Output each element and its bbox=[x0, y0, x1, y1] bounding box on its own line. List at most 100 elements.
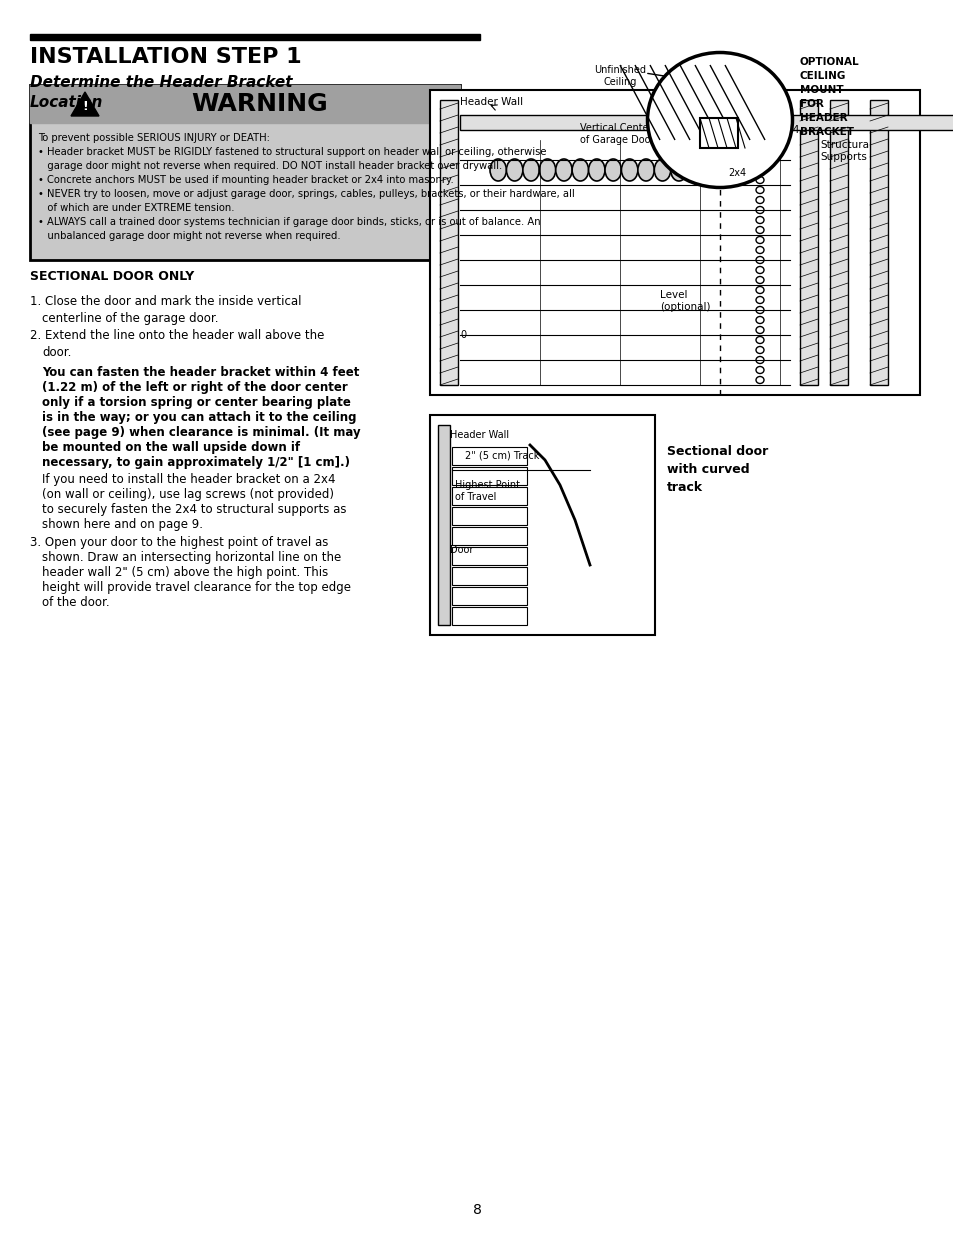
Text: Sectional door
with curved
track: Sectional door with curved track bbox=[666, 445, 767, 494]
Bar bbox=[869, 100, 887, 385]
Text: INSTALLATION STEP 1: INSTALLATION STEP 1 bbox=[30, 47, 301, 67]
Text: of the door.: of the door. bbox=[42, 597, 110, 609]
Ellipse shape bbox=[755, 236, 763, 243]
Text: only if a torsion spring or center bearing plate: only if a torsion spring or center beari… bbox=[42, 396, 351, 409]
Text: 2. Extend the line onto the header wall above the: 2. Extend the line onto the header wall … bbox=[30, 329, 324, 342]
Bar bbox=[30, 35, 479, 40]
Ellipse shape bbox=[755, 347, 763, 353]
Text: • NEVER try to loosen, move or adjust garage door, springs, cables, pulleys, bra: • NEVER try to loosen, move or adjust ga… bbox=[38, 189, 574, 199]
Text: shown here and on page 9.: shown here and on page 9. bbox=[42, 517, 203, 531]
Bar bbox=[700, 119, 738, 148]
Polygon shape bbox=[71, 91, 99, 116]
Ellipse shape bbox=[755, 147, 763, 153]
Text: WARNING: WARNING bbox=[192, 91, 328, 116]
Bar bbox=[452, 527, 526, 545]
Text: necessary, to gain approximately 1/2" [1 cm].): necessary, to gain approximately 1/2" [1… bbox=[42, 456, 350, 469]
Bar bbox=[439, 100, 457, 385]
Text: 2x4: 2x4 bbox=[780, 125, 799, 135]
Ellipse shape bbox=[755, 336, 763, 343]
Ellipse shape bbox=[755, 267, 763, 273]
Text: To prevent possible SERIOUS INJURY or DEATH:: To prevent possible SERIOUS INJURY or DE… bbox=[38, 133, 270, 143]
Text: be mounted on the wall upside down if: be mounted on the wall upside down if bbox=[42, 441, 300, 454]
Ellipse shape bbox=[755, 226, 763, 233]
Ellipse shape bbox=[755, 167, 763, 173]
Bar bbox=[452, 487, 526, 505]
Text: (1.22 m) of the left or right of the door center: (1.22 m) of the left or right of the doo… bbox=[42, 382, 348, 394]
Text: You can fasten the header bracket within 4 feet: You can fasten the header bracket within… bbox=[42, 366, 359, 379]
Ellipse shape bbox=[506, 159, 522, 182]
Bar bbox=[459, 115, 953, 130]
Bar bbox=[800, 100, 817, 385]
Bar bbox=[452, 606, 526, 625]
Bar bbox=[829, 100, 847, 385]
Text: door.: door. bbox=[42, 346, 71, 359]
Ellipse shape bbox=[572, 159, 588, 182]
Text: unbalanced garage door might not reverse when required.: unbalanced garage door might not reverse… bbox=[38, 231, 340, 241]
Bar bbox=[452, 587, 526, 605]
Ellipse shape bbox=[686, 159, 702, 182]
Text: 2x4: 2x4 bbox=[727, 168, 745, 178]
Text: Header Wall: Header Wall bbox=[459, 98, 522, 107]
Text: is in the way; or you can attach it to the ceiling: is in the way; or you can attach it to t… bbox=[42, 411, 356, 424]
Text: centerline of the garage door.: centerline of the garage door. bbox=[42, 312, 218, 325]
Ellipse shape bbox=[522, 159, 538, 182]
Bar bbox=[30, 85, 459, 124]
Ellipse shape bbox=[755, 177, 763, 184]
Ellipse shape bbox=[755, 186, 763, 194]
Text: (on wall or ceiling), use lag screws (not provided): (on wall or ceiling), use lag screws (no… bbox=[42, 488, 334, 501]
Ellipse shape bbox=[654, 159, 670, 182]
Bar bbox=[430, 415, 655, 635]
Text: (see page 9) when clearance is minimal. (It may: (see page 9) when clearance is minimal. … bbox=[42, 426, 360, 438]
Text: Determine the Header Bracket
Location: Determine the Header Bracket Location bbox=[30, 75, 293, 110]
Ellipse shape bbox=[638, 159, 654, 182]
Text: garage door might not reverse when required. DO NOT install header bracket over : garage door might not reverse when requi… bbox=[38, 161, 501, 170]
Ellipse shape bbox=[620, 159, 638, 182]
Ellipse shape bbox=[755, 157, 763, 163]
FancyBboxPatch shape bbox=[30, 85, 459, 261]
Bar bbox=[430, 90, 919, 395]
Text: 3. Open your door to the highest point of travel as: 3. Open your door to the highest point o… bbox=[30, 536, 328, 550]
Text: header wall 2" (5 cm) above the high point. This: header wall 2" (5 cm) above the high poi… bbox=[42, 566, 328, 579]
Text: Unfinished
Ceiling: Unfinished Ceiling bbox=[594, 65, 645, 86]
Ellipse shape bbox=[538, 159, 556, 182]
Text: height will provide travel clearance for the top edge: height will provide travel clearance for… bbox=[42, 580, 351, 594]
Text: 0: 0 bbox=[459, 330, 466, 340]
Ellipse shape bbox=[604, 159, 620, 182]
Text: 1. Close the door and mark the inside vertical: 1. Close the door and mark the inside ve… bbox=[30, 295, 301, 308]
Ellipse shape bbox=[755, 326, 763, 333]
Ellipse shape bbox=[588, 159, 604, 182]
Text: SECTIONAL DOOR ONLY: SECTIONAL DOOR ONLY bbox=[30, 270, 194, 283]
Text: • Concrete anchors MUST be used if mounting header bracket or 2x4 into masonry.: • Concrete anchors MUST be used if mount… bbox=[38, 175, 454, 185]
Ellipse shape bbox=[755, 247, 763, 253]
Bar bbox=[452, 467, 526, 485]
Ellipse shape bbox=[556, 159, 572, 182]
Ellipse shape bbox=[755, 316, 763, 324]
Ellipse shape bbox=[755, 377, 763, 384]
Text: Level
(optional): Level (optional) bbox=[659, 290, 710, 311]
Ellipse shape bbox=[755, 257, 763, 263]
Ellipse shape bbox=[755, 277, 763, 284]
Ellipse shape bbox=[670, 159, 686, 182]
Ellipse shape bbox=[702, 159, 720, 182]
Text: • ALWAYS call a trained door systems technician if garage door binds, sticks, or: • ALWAYS call a trained door systems tec… bbox=[38, 217, 540, 227]
Text: 8: 8 bbox=[472, 1203, 481, 1216]
Ellipse shape bbox=[755, 306, 763, 314]
Bar bbox=[452, 508, 526, 525]
Text: shown. Draw an intersecting horizontal line on the: shown. Draw an intersecting horizontal l… bbox=[42, 551, 341, 564]
Bar bbox=[437, 425, 450, 625]
Ellipse shape bbox=[755, 287, 763, 294]
Text: • Header bracket MUST be RIGIDLY fastened to structural support on header wall o: • Header bracket MUST be RIGIDLY fastene… bbox=[38, 147, 546, 157]
Bar bbox=[452, 547, 526, 564]
Text: !: ! bbox=[82, 100, 88, 112]
Ellipse shape bbox=[755, 367, 763, 373]
Ellipse shape bbox=[755, 206, 763, 214]
Text: Structural
Supports: Structural Supports bbox=[820, 140, 871, 162]
Ellipse shape bbox=[755, 196, 763, 204]
Text: of which are under EXTREME tension.: of which are under EXTREME tension. bbox=[38, 203, 234, 212]
Ellipse shape bbox=[755, 216, 763, 224]
Text: to securely fasten the 2x4 to structural supports as: to securely fasten the 2x4 to structural… bbox=[42, 503, 346, 516]
Text: If you need to install the header bracket on a 2x4: If you need to install the header bracke… bbox=[42, 473, 335, 487]
Bar bbox=[452, 567, 526, 585]
Text: Door: Door bbox=[450, 545, 473, 555]
Text: Highest Point
of Travel: Highest Point of Travel bbox=[455, 480, 519, 501]
